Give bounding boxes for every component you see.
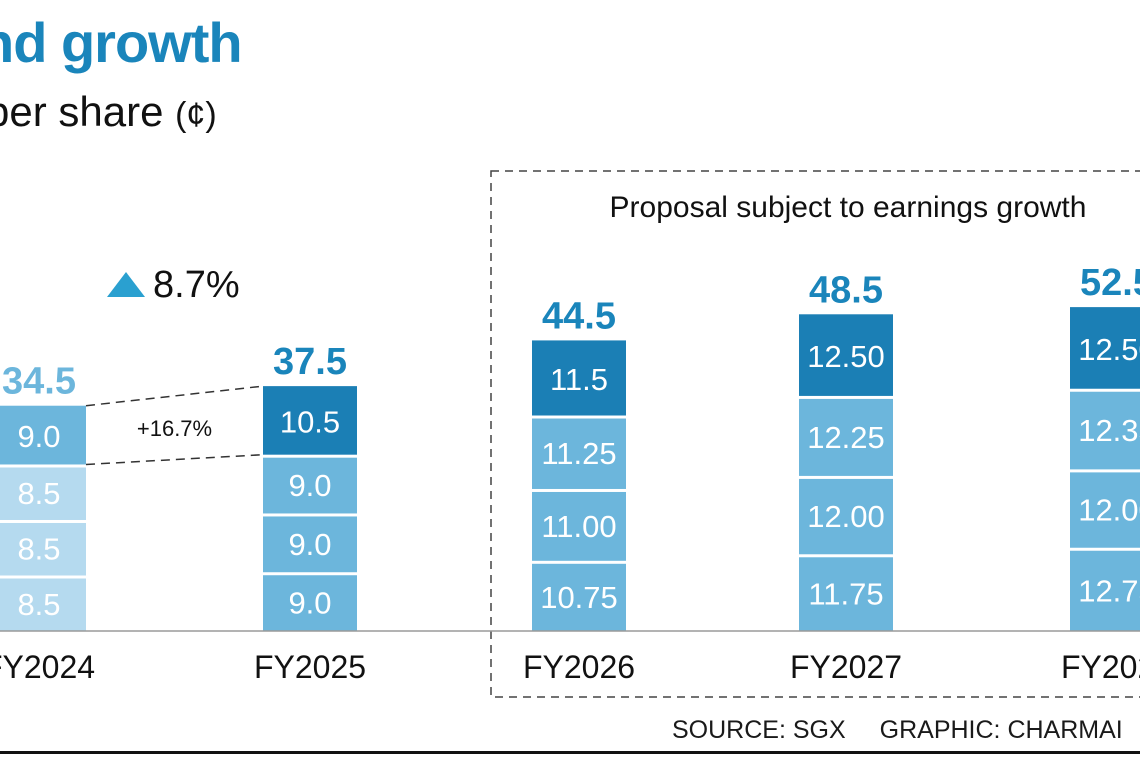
footer-credits: SOURCE: SGX GRAPHIC: CHARMAI [672,716,1123,745]
bar-segment [532,491,626,561]
segment-label: 8.5 [17,476,60,511]
step-growth-label: +16.7% [137,416,212,441]
bar-segment [0,467,86,520]
segment-label: 11.5 [550,362,608,397]
bar-segment [799,557,893,631]
segment-label: 12.25 [807,420,885,455]
bar-segment [532,418,626,489]
segment-label: 8.5 [17,532,60,567]
segment-label: 11.00 [541,509,616,544]
bar-segment [0,405,86,465]
footer-rule [0,751,1140,754]
growth-badge: 8.7% [107,264,240,306]
segment-label: 12.75 [1078,573,1140,608]
x-axis-label: FY2026 [523,649,635,685]
segment-label: 12.00 [807,499,885,534]
graphic-credit: GRAPHIC: CHARMAI [879,716,1123,744]
bar-segment [263,516,357,573]
segment-label: 9.0 [17,419,60,454]
proposal-box-label: Proposal subject to earnings growth [610,191,1087,224]
bar-fy2027: 11.75 12.00 12.25 12.50 48.5 [799,269,893,631]
bar-segment [532,340,626,416]
bar-fy2026: 10.75 11.00 11.25 11.5 44.5 [532,295,626,631]
growth-badge-value: 8.7% [153,264,240,306]
segment-label: 10.5 [280,404,340,439]
bar-segment [0,522,86,576]
segment-label: 11.25 [541,436,616,471]
bar-segment [799,478,893,555]
x-axis-label: FY2027 [790,649,902,685]
bar-segment [1070,472,1140,548]
bars-layer: 8.5 8.5 8.5 9.0 34.5 9.0 9.0 9.0 10.5 37.5 10.75 11… [0,262,1140,631]
subtitle-unit: (¢) [175,96,217,134]
bar-fy2024: 8.5 8.5 8.5 9.0 34.5 [0,361,86,631]
segment-label: 11.75 [808,577,883,612]
bar-segment [1070,391,1140,470]
bar-total-label: 44.5 [542,295,616,337]
proposal-box-border [490,170,1140,698]
bar-segment [1070,550,1140,631]
segment-label: 12.35 [1078,413,1140,448]
bar-total-label: 52.5 [1080,262,1140,304]
x-axis-labels: FY2024 FY2025 FY2026 FY2027 FY2028 [0,649,1140,685]
bar-segment [799,398,893,476]
segment-label: 12.00 [1078,493,1140,528]
segment-label: 12.50 [1078,332,1140,367]
proposal-box: Proposal subject to earnings growth [490,170,1140,698]
bar-segment [263,386,357,455]
segment-label: 9.0 [288,586,331,621]
chart-subtitle: per share (¢) [0,88,217,136]
x-axis-label: FY2025 [254,649,366,685]
x-axis-label: FY2028 [1061,649,1140,685]
segment-label: 8.5 [17,587,60,622]
segment-label: 12.50 [807,339,885,374]
connector-line-top [85,385,264,407]
source-credit: SOURCE: SGX [672,716,846,744]
bar-fy2025: 9.0 9.0 9.0 10.5 37.5 [263,341,357,631]
x-axis-label: FY2024 [0,649,95,685]
segment-label: 9.0 [288,468,331,503]
segment-label: 9.0 [288,527,331,562]
bar-segment [532,563,626,631]
bar-total-label: 48.5 [809,269,883,311]
bar-total-label: 34.5 [2,361,76,403]
bar-fy2028: 12.75 12.00 12.35 12.50 52.5 [1070,262,1140,631]
chart-title: nd growth [0,11,243,74]
bar-segment [263,457,357,514]
connector-line-bottom [85,453,264,466]
up-triangle-icon [107,272,145,297]
subtitle-text: per share [0,88,164,135]
growth-connector: +16.7% [85,385,264,466]
bar-segment [799,314,893,396]
bar-total-label: 37.5 [273,341,347,383]
bar-segment [1070,307,1140,389]
bar-segment [263,575,357,631]
bar-segment [0,578,86,631]
segment-label: 10.75 [540,580,618,615]
